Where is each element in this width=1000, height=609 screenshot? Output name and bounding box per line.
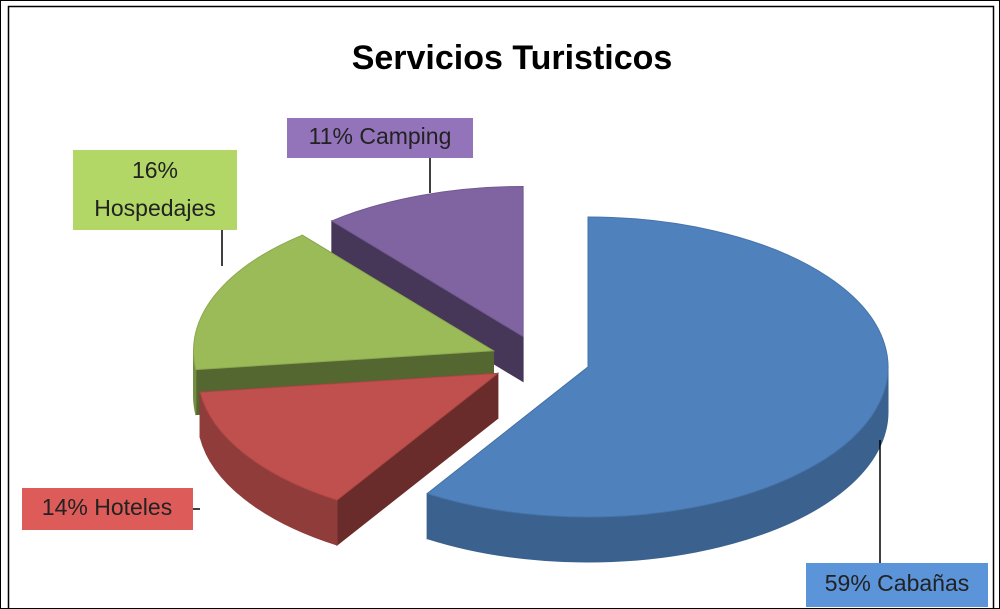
label-value: 14% — [42, 494, 88, 520]
label-category: Camping — [359, 123, 451, 149]
label-value: 11% — [309, 123, 353, 149]
pie — [193, 185, 889, 563]
labels: 59% Cabañas 14% Hoteles 16% Hospedajes 11% C… — [22, 118, 988, 607]
label-box — [287, 118, 473, 158]
slice — [330, 185, 524, 338]
label-category: Hospedajes — [94, 195, 215, 221]
slice — [426, 216, 889, 518]
chart-frame — [7, 5, 995, 609]
data-label: 14% Hoteles — [42, 494, 172, 520]
data-label: 59% Cabañas — [825, 570, 970, 596]
label-value: 59% — [825, 570, 871, 596]
label-box — [73, 150, 237, 230]
slice — [193, 234, 496, 371]
label-box — [806, 563, 988, 607]
chart-title: Servicios Turisticos — [352, 39, 673, 77]
label-box — [22, 488, 193, 530]
data-label: 11% Camping — [309, 123, 452, 149]
label-value: 16% — [132, 157, 178, 183]
label-category: Hoteles — [94, 494, 172, 520]
slice — [199, 372, 500, 501]
label-category: Cabañas — [877, 570, 969, 596]
